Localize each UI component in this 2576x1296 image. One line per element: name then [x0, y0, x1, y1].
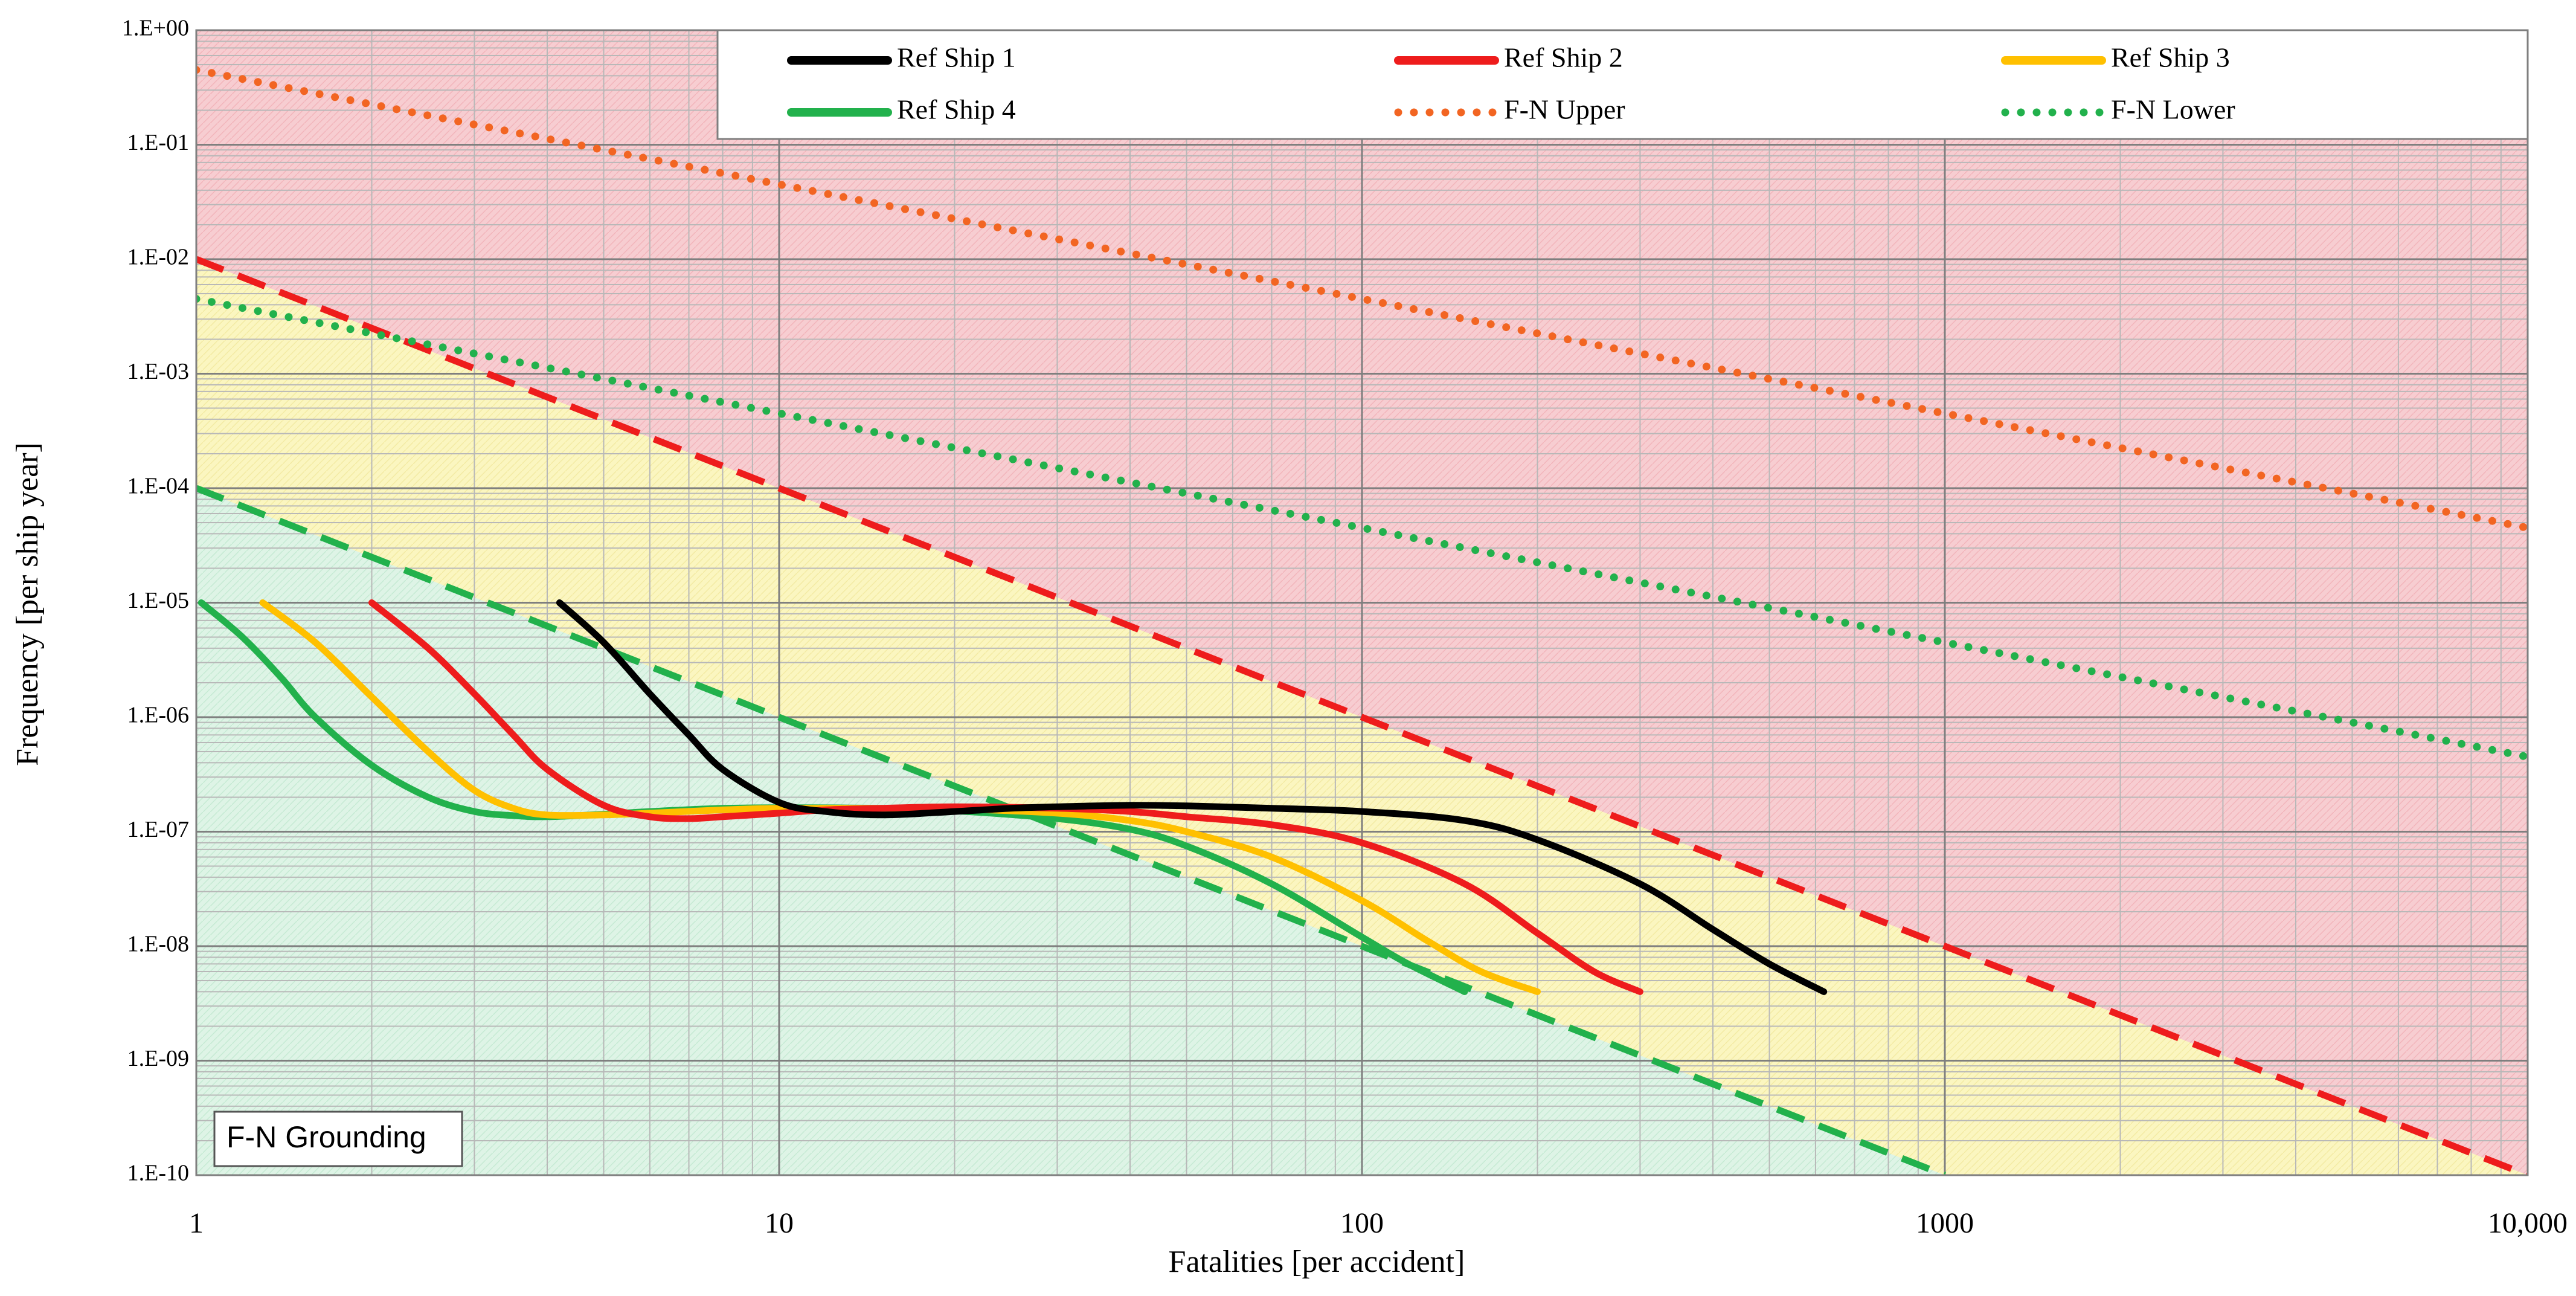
legend-items: Ref Ship 1 Ref Ship 2 Ref Ship 3 Ref Ship 4…	[787, 42, 2235, 125]
y-tick-label: 1.E-04	[127, 474, 189, 499]
legend-item-f-n-upper: F-N Upper	[1394, 94, 1625, 125]
legend-label: Ref Ship 1	[897, 42, 1016, 73]
legend-label: F-N Lower	[2111, 94, 2235, 125]
legend: Ref Ship 1 Ref Ship 2 Ref Ship 3 Ref Ship 4…	[716, 29, 2529, 140]
series-line-f-n-lower	[196, 295, 2528, 761]
legend-item-f-n-lower: F-N Lower	[2001, 94, 2235, 125]
lower-boundary-line	[196, 485, 1947, 1175]
x-tick-label: 1	[189, 1207, 204, 1239]
y-tick-label: 1.E-07	[127, 817, 189, 842]
legend-label: Ref Ship 4	[897, 94, 1016, 125]
upper-boundary-line	[196, 256, 2528, 1175]
legend-item-ref-ship-4: Ref Ship 4	[787, 94, 1016, 125]
series-lines	[196, 66, 2528, 995]
series-line-ref-ship-1	[556, 599, 1828, 995]
y-axis-ticks: 1.E+00 1.E-01 1.E-02 1.E-03 1.E-04 1.E-05 1.E-…	[122, 16, 189, 1186]
annotation-box: F-N Grounding	[213, 1111, 463, 1167]
legend-item-ref-ship-2: Ref Ship 2	[1394, 42, 1623, 73]
annotation-frame	[213, 1111, 463, 1167]
x-tick-label: 1000	[1916, 1207, 1974, 1239]
y-tick-label: 1.E-01	[127, 130, 189, 155]
legend-item-ref-ship-1: Ref Ship 1	[787, 42, 1016, 73]
legend-label: Ref Ship 3	[2111, 42, 2230, 73]
series-line-ref-ship-2	[368, 599, 1643, 995]
y-tick-label: 1.E-05	[127, 588, 189, 613]
x-tick-label: 100	[1340, 1207, 1384, 1239]
legend-label: Ref Ship 2	[1504, 42, 1623, 73]
series-line-f-n-upper	[196, 66, 2528, 532]
boundary-lines	[196, 256, 2528, 1175]
y-tick-label: 1.E-02	[127, 245, 189, 270]
x-tick-label: 10	[765, 1207, 794, 1239]
y-tick-label: 1.E+00	[122, 16, 189, 41]
x-axis-ticks: 1 10 100 1000 10,000	[189, 1207, 2568, 1239]
y-tick-label: 1.E-03	[127, 359, 189, 384]
y-axis-label: Frequency [per ship year]	[10, 442, 45, 766]
legend-label: F-N Upper	[1504, 94, 1625, 125]
annotation-label: F-N Grounding	[226, 1120, 426, 1154]
x-tick-label: 10,000	[2488, 1207, 2568, 1239]
legend-box	[716, 29, 2529, 140]
y-tick-label: 1.E-06	[127, 703, 189, 728]
y-tick-label: 1.E-08	[127, 932, 189, 957]
y-tick-label: 1.E-10	[127, 1161, 189, 1186]
legend-item-ref-ship-3: Ref Ship 3	[2001, 42, 2230, 73]
x-axis-label: Fatalities [per accident]	[1169, 1245, 1465, 1279]
y-tick-label: 1.E-09	[127, 1046, 189, 1071]
